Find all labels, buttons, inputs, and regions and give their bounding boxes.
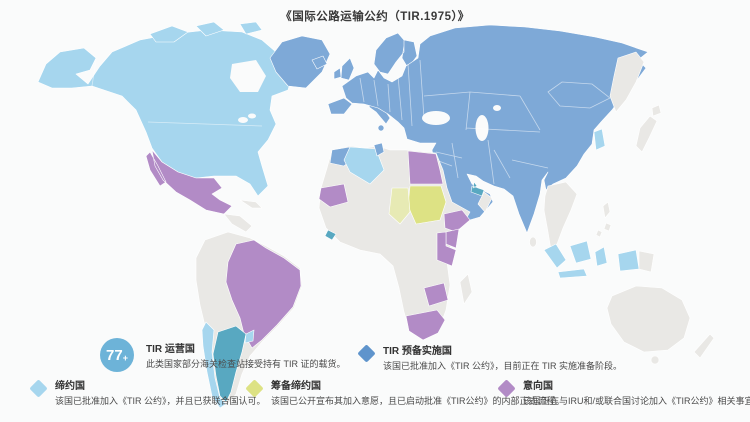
great-lakes-2 [248,113,256,119]
legend-operator-desc: 此类国家部分海关检查站接受持有 TIR 证的载货。 [146,359,346,369]
region-canada-usa [37,29,293,197]
operator-count: 77 [106,346,123,364]
legend-intent-label: 意向国 [523,381,553,392]
region-sri-lanka [529,236,537,248]
operator-count-badge: 77 + [100,338,134,372]
region-australia [606,285,691,353]
legend-candidate-label: 筹备缔约国 [271,381,321,392]
legend-prep-label: TIR 预备实施国 [383,346,452,357]
region-indonesia [543,240,640,279]
candidate-diamond-icon [245,379,264,398]
legend-prep-desc: 该国已批准加入《TIR 公约》，目前正在 TIR 实施准备阶段。 [383,361,622,371]
legend-contracting-label: 缔约国 [55,381,85,392]
aral-sea [493,105,501,111]
region-tasmania [650,355,660,365]
region-uganda-tanzania [436,231,457,267]
operator-count-plus: + [122,353,128,363]
legend-prep: TIR 预备实施国 该国已批准加入《TIR 公约》，目前正在 TIR 实施准备阶… [356,342,622,372]
region-ireland [333,67,342,80]
mongolia-border [547,81,611,109]
us-canada-border [91,59,263,127]
region-brazil [225,239,302,349]
region-papua-new-guinea [638,250,655,273]
legend-operator-label: TIR 运营国 [146,344,195,355]
region-mexico [145,149,233,215]
hudson-bay [230,60,266,92]
region-arctic-islands [149,21,263,43]
legend-operator: 77 + TIR 运营国 此类国家部分海关检查站接受持有 TIR 证的载货。 [100,338,346,372]
region-liberia [324,229,337,241]
region-russian-far-east [609,51,645,113]
region-chad [388,187,411,225]
region-uruguay [244,329,255,344]
region-egypt [407,150,444,185]
region-indochina [543,181,578,251]
legend-contracting: 缔约国 该国已批准加入《TIR 公约》，并且已获联合国认可。 [28,377,266,407]
region-ethiopia [443,209,471,233]
region-japan [635,104,662,153]
region-south-africa [405,309,446,341]
great-lakes [238,117,248,123]
legend-intent-desc: 该国正在与IRU和/或联合国讨论加入《TIR公约》相关事宜。 [523,396,750,406]
region-uk [340,57,355,81]
region-zambia [423,282,449,307]
region-central-america [223,213,253,233]
eurasia-country-borders [359,59,549,185]
region-philippines [595,201,612,238]
region-sudan [407,185,447,225]
region-madagascar [459,273,473,305]
page-title: 《国际公路运输公约（TIR.1975）》 [280,11,470,23]
prep-diamond-icon [357,344,376,363]
contracting-diamond-icon [29,379,48,398]
legend-candidate: 筹备缔约国 该国已公开宣布其加入意愿，且已启动批准《TIR公约》的内部正式流程。 [244,377,565,407]
region-chile [201,321,227,409]
region-south-korea [593,128,606,151]
region-sicily [377,124,385,132]
legend-intent: 意向国 该国正在与IRU和/或联合国讨论加入《TIR公约》相关事宜。 [496,377,750,407]
legend-contracting-desc: 该国已批准加入《TIR 公约》，并且已获联合国认可。 [55,396,266,406]
region-new-zealand [693,333,715,359]
region-caribbean [239,199,263,209]
region-uae-qatar [470,181,485,197]
region-mauritania [318,183,349,208]
black-sea [422,111,450,125]
region-tunisia [373,142,385,157]
region-iberia [327,97,353,115]
legend-candidate-desc: 该国已公开宣布其加入意愿，且已启动批准《TIR公约》的内部正式流程。 [271,396,565,406]
region-iceland [311,55,328,70]
intent-diamond-icon [497,379,516,398]
region-argentina [212,325,247,403]
caspian-sea [475,115,489,141]
